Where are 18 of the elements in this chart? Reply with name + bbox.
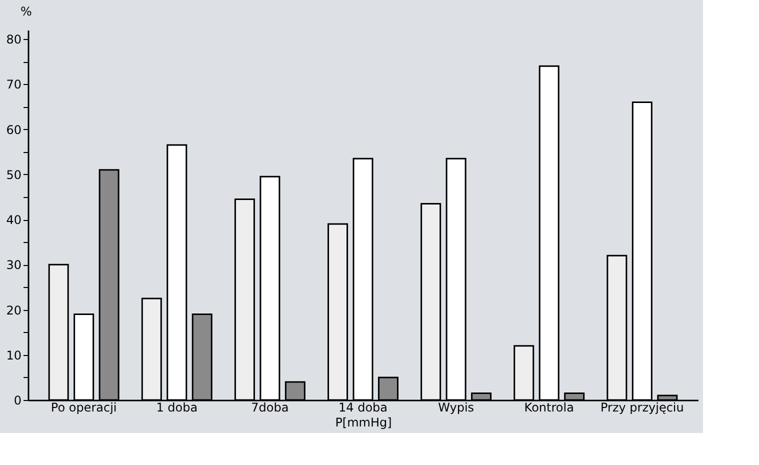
y-tick-label: 10 bbox=[6, 348, 22, 362]
x-tick-label: 7doba bbox=[251, 400, 289, 414]
y-tick-label: 70 bbox=[6, 78, 22, 92]
x-tick-label: 1 doba bbox=[156, 400, 198, 414]
y-axis-title: % bbox=[20, 4, 32, 18]
x-tick-label: 14 doba bbox=[338, 400, 388, 414]
y-tick-label: 40 bbox=[6, 213, 22, 228]
y-tick-label: 30 bbox=[6, 258, 22, 272]
y-tick-label: 60 bbox=[6, 122, 22, 137]
x-tick-label: Kontrola bbox=[524, 400, 574, 414]
x-tick-label: Wypis bbox=[438, 400, 474, 414]
x-axis-title: P[mmHg] bbox=[335, 416, 392, 430]
y-tick-label: 0 bbox=[14, 394, 22, 408]
y-tick-label: 80 bbox=[6, 32, 22, 47]
y-tick-label: 50 bbox=[6, 168, 22, 182]
x-tick-label: Po operacji bbox=[50, 400, 117, 414]
x-tick-label: Przy przyjęciu bbox=[600, 400, 684, 414]
y-tick-label: 20 bbox=[6, 303, 22, 318]
